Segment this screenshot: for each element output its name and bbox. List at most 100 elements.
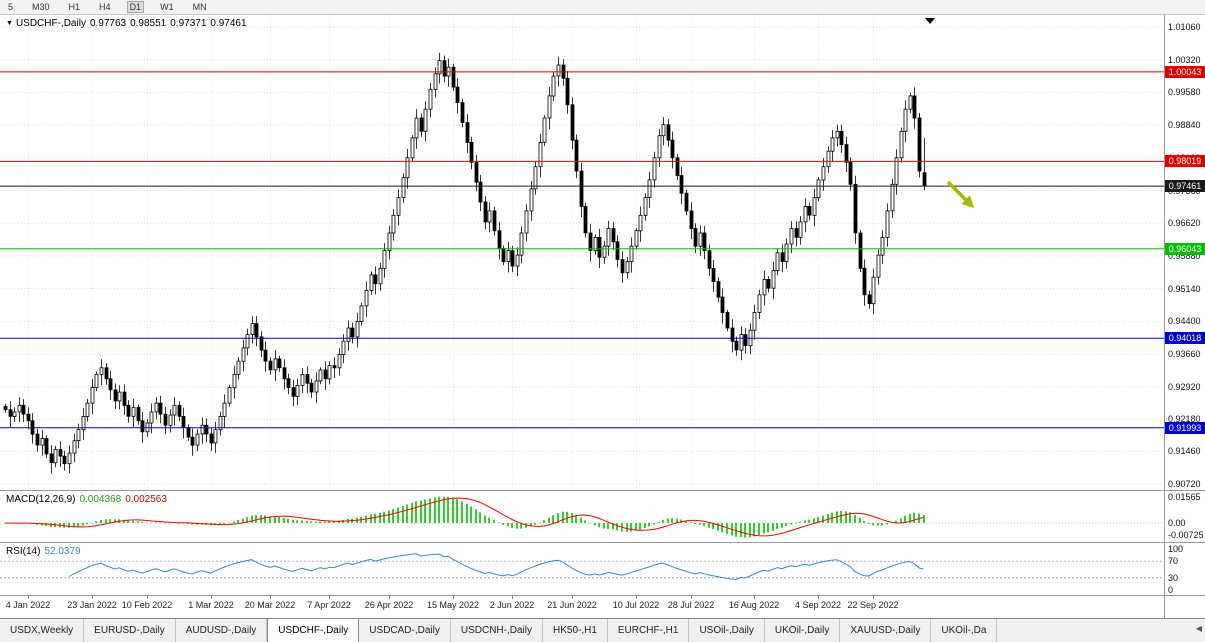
- date-tick-mark: [329, 596, 330, 599]
- chart-tab-ukoil-daily[interactable]: UKOil-,Daily: [765, 619, 841, 642]
- date-tick-mark: [92, 596, 93, 599]
- macd-axis-label: -0.00725: [1168, 530, 1204, 540]
- price-axis-label: 0.98840: [1168, 120, 1201, 130]
- date-axis-label: 4 Sep 2022: [794, 600, 842, 610]
- chart-tab-usoil-daily[interactable]: USOil-,Daily: [689, 619, 765, 642]
- chart-tab-eurchf-h1[interactable]: EURCHF-,H1: [608, 619, 690, 642]
- rsi-title: RSI(14): [6, 546, 41, 557]
- date-axis-label: 10 Feb 2022: [121, 600, 173, 610]
- date-tick-mark: [754, 596, 755, 599]
- price-line-tag: 0.97461: [1165, 180, 1205, 192]
- ohlc-high: 0.98551: [130, 18, 167, 29]
- chart-tab-usdcad-daily[interactable]: USDCAD-,Daily: [359, 619, 451, 642]
- pane-separator[interactable]: [0, 542, 1205, 543]
- tab-scroll-left-icon[interactable]: ◀: [1195, 624, 1202, 633]
- ohlc-open: 0.97763: [89, 18, 127, 29]
- rsi-value: 52.0379: [44, 546, 81, 557]
- macd-axis-label: 0.00: [1168, 518, 1186, 528]
- macd-axis-label: 0.01565: [1168, 492, 1201, 502]
- price-axis-label: 1.01060: [1168, 22, 1201, 32]
- price-scale-separator: [1164, 15, 1165, 618]
- chart-tab-xauusd-daily[interactable]: XAUUSD-,Daily: [840, 619, 932, 642]
- date-tick-mark: [453, 596, 454, 599]
- date-tick-mark: [636, 596, 637, 599]
- date-tick-mark: [818, 596, 819, 599]
- rsi-axis-label: 30: [1168, 573, 1179, 583]
- timeframe-button-mn[interactable]: MN: [192, 2, 207, 12]
- date-tick-mark: [147, 596, 148, 599]
- chart-tab-usdx-weekly[interactable]: USDX,Weekly: [0, 619, 85, 642]
- date-axis-label: 16 Aug 2022: [728, 600, 780, 610]
- date-tick-mark: [28, 596, 29, 599]
- date-tick-mark: [572, 596, 573, 599]
- ohlc-low: 0.97371: [170, 18, 207, 29]
- macd-pane-canvas[interactable]: [0, 491, 1164, 542]
- macd-main-value: 0.004368: [79, 494, 122, 505]
- date-axis-label: 23 Jan 2022: [67, 600, 117, 610]
- ohlc-close: 0.97461: [210, 18, 247, 29]
- price-axis-label: 0.90720: [1168, 479, 1201, 489]
- macd-signal-value: 0.002563: [125, 494, 167, 505]
- chevron-down-icon[interactable]: ▼: [6, 20, 13, 27]
- rsi-pane-canvas[interactable]: [0, 543, 1164, 595]
- date-axis-label: 28 Jul 2022: [667, 600, 715, 610]
- date-axis-label: 15 May 2022: [426, 600, 480, 610]
- price-line-tag: 0.94018: [1165, 332, 1205, 344]
- price-line-tag: 1.00043: [1165, 66, 1205, 78]
- price-axis-label: 0.94400: [1168, 316, 1201, 326]
- time-scale[interactable]: 4 Jan 2022 23 Jan 2022 10 Feb 2022 1 Mar 20…: [0, 596, 1164, 618]
- price-axis-label: 0.96620: [1168, 218, 1201, 228]
- timeframe-toolbar: 5 M30 H1 H4 D1 W1 MN: [0, 0, 1205, 15]
- date-axis-label: 21 Jun 2022: [547, 600, 597, 610]
- price-axis-label: 0.92180: [1168, 414, 1201, 424]
- price-axis-label: 0.92920: [1168, 382, 1201, 392]
- pane-separator[interactable]: [0, 490, 1205, 491]
- date-axis-label: 10 Jul 2022: [612, 600, 660, 610]
- macd-label: MACD(12,26,9) 0.004368 0.002563: [6, 494, 171, 505]
- price-pane-canvas[interactable]: [0, 15, 1164, 490]
- chart-tab-usdchf-daily[interactable]: USDCHF-,Daily: [267, 619, 360, 642]
- price-line-tag: 0.96043: [1165, 243, 1205, 255]
- date-axis-label: 4 Jan 2022: [5, 600, 51, 610]
- chart-tab-usdcnh-daily[interactable]: USDCNH-,Daily: [451, 619, 543, 642]
- timeframe-button-w1[interactable]: W1: [160, 2, 174, 12]
- price-axis-label: 0.93660: [1168, 349, 1201, 359]
- timeframe-button-m5[interactable]: 5: [8, 2, 14, 12]
- price-axis-label: 0.95140: [1168, 284, 1201, 294]
- price-axis-label: 1.00320: [1168, 55, 1201, 65]
- date-axis-label: 20 Mar 2022: [244, 600, 296, 610]
- rsi-axis-label: 0: [1168, 585, 1174, 595]
- date-tick-mark: [389, 596, 390, 599]
- timeframe-button-h1[interactable]: H1: [68, 2, 81, 12]
- date-tick-mark: [691, 596, 692, 599]
- chart-tab-eurusd-daily[interactable]: EURUSD-,Daily: [84, 619, 176, 642]
- rsi-axis-label: 70: [1168, 556, 1179, 566]
- chart-tabbar: USDX,Weekly EURUSD-,Daily AUDUSD-,Daily USD…: [0, 618, 1205, 642]
- price-axis-label: 0.95880: [1168, 251, 1201, 261]
- price-axis-label: 0.99580: [1168, 87, 1201, 97]
- date-tick-mark: [211, 596, 212, 599]
- timeframe-button-h4[interactable]: H4: [99, 2, 111, 12]
- price-line-tag: 0.91993: [1165, 422, 1205, 434]
- chart-tab-hk50-h1[interactable]: HK50-,H1: [543, 619, 608, 642]
- price-axis-label: 0.91460: [1168, 446, 1201, 456]
- date-axis-label: 1 Mar 2022: [188, 600, 234, 610]
- chart-symbol-label: USDCHF-,Daily: [15, 18, 86, 29]
- price-line-tag: 0.98019: [1165, 155, 1205, 167]
- chart-ohlc-header: ▼ USDCHF-,Daily 0.97763 0.98551 0.97371 0.974…: [6, 18, 251, 29]
- date-tick-mark: [270, 596, 271, 599]
- chart-tab-audusd-daily[interactable]: AUDUSD-,Daily: [176, 619, 268, 642]
- rsi-axis-label: 100: [1168, 544, 1184, 554]
- rsi-label: RSI(14) 52.0379: [6, 546, 85, 557]
- date-axis-label: 2 Jun 2022: [489, 600, 535, 610]
- date-axis-label: 26 Apr 2022: [364, 600, 414, 610]
- pane-separator[interactable]: [0, 595, 1205, 596]
- date-tick-mark: [873, 596, 874, 599]
- timeframe-button-d1[interactable]: D1: [126, 1, 145, 13]
- date-axis-label: 22 Sep 2022: [847, 600, 899, 610]
- date-axis-label: 7 Apr 2022: [307, 600, 351, 610]
- timeframe-button-m30[interactable]: M30: [32, 2, 50, 12]
- chart-tab-ukoil-da[interactable]: UKOil-,Da: [931, 619, 998, 642]
- macd-title: MACD(12,26,9): [6, 494, 76, 505]
